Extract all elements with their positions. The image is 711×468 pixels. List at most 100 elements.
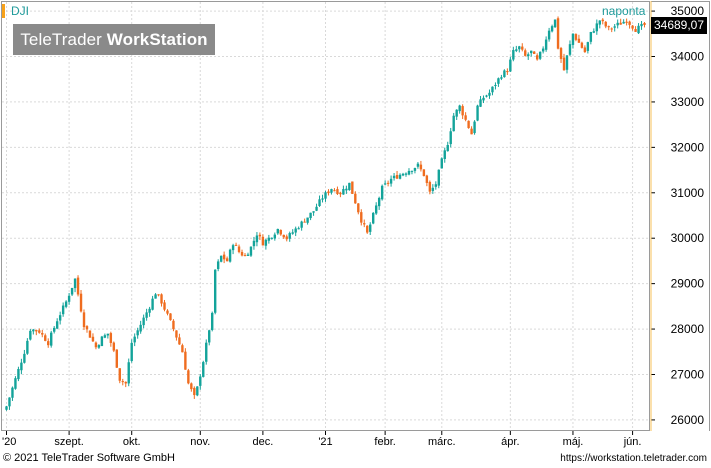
time-tick-label: jún. bbox=[623, 436, 642, 448]
candle-body bbox=[8, 397, 11, 407]
candle-body bbox=[32, 329, 35, 332]
candle-body bbox=[261, 236, 265, 246]
candle-body bbox=[211, 312, 214, 330]
brand-bold-text: WorkStation bbox=[106, 30, 208, 49]
candle-body bbox=[461, 106, 464, 116]
candle-body bbox=[395, 175, 399, 179]
candle-body bbox=[243, 255, 247, 257]
candle-body bbox=[622, 21, 625, 24]
candle-body bbox=[595, 23, 599, 32]
candle-body bbox=[76, 277, 80, 295]
candle-body bbox=[377, 197, 381, 207]
candle-body bbox=[500, 77, 503, 79]
candle-body bbox=[360, 212, 363, 223]
candle-body bbox=[455, 109, 458, 117]
candle-body bbox=[580, 42, 584, 48]
price-tick-label: 33000 bbox=[671, 95, 705, 109]
price-tick-label: 35000 bbox=[671, 4, 705, 18]
candle-body bbox=[118, 368, 121, 381]
candle-body bbox=[172, 320, 175, 330]
candle-body bbox=[303, 221, 306, 223]
candle-body bbox=[61, 305, 65, 315]
candle-body bbox=[297, 228, 300, 230]
candle-body bbox=[443, 150, 446, 159]
brand-watermark: TeleTrader WorkStation bbox=[13, 24, 215, 55]
price-tick-label: 28000 bbox=[671, 322, 705, 336]
candle-body bbox=[482, 97, 485, 101]
candle-body bbox=[26, 340, 29, 354]
candle-body bbox=[351, 181, 354, 194]
candle-body bbox=[372, 212, 375, 224]
candle-body bbox=[64, 301, 68, 307]
candle-body bbox=[82, 312, 86, 328]
time-tick-label: nov. bbox=[190, 436, 210, 448]
candle-body bbox=[547, 30, 551, 40]
candle-body bbox=[199, 376, 202, 386]
candle-body bbox=[70, 287, 74, 295]
footer: © 2021 TeleTrader Software GmbH https://… bbox=[0, 451, 711, 468]
candle-body bbox=[109, 333, 113, 343]
candle-body bbox=[103, 335, 107, 338]
footer-url[interactable]: https://workstation.teletrader.com bbox=[560, 453, 707, 464]
candle-body bbox=[544, 39, 548, 50]
candle-body bbox=[142, 317, 145, 326]
candle-body bbox=[178, 337, 181, 345]
candle-body bbox=[556, 18, 560, 49]
candle-body bbox=[97, 345, 101, 348]
candle-body bbox=[604, 21, 607, 27]
candle-body bbox=[231, 245, 235, 251]
candle-body bbox=[583, 47, 587, 53]
candle-body bbox=[476, 105, 479, 121]
candle-body bbox=[592, 31, 596, 33]
candle-body bbox=[73, 278, 77, 289]
candle-body bbox=[497, 78, 500, 84]
candle-body bbox=[643, 23, 646, 26]
candle-body bbox=[52, 327, 56, 332]
time-tick-label: '20 bbox=[2, 436, 16, 448]
candle-body bbox=[488, 92, 491, 96]
candle-body bbox=[139, 324, 142, 332]
brand-light-text: TeleTrader bbox=[20, 30, 107, 49]
candle-body bbox=[273, 234, 277, 239]
candle-body bbox=[440, 158, 443, 169]
candle-body bbox=[577, 38, 581, 43]
period-label[interactable]: naponta bbox=[602, 4, 646, 18]
time-tick-label: okt. bbox=[123, 436, 141, 448]
time-tick-labels: '20 szept. okt. nov. dec. '21 febr. márc. ápr. má… bbox=[2, 431, 641, 448]
candle-body bbox=[518, 46, 521, 50]
candle-body bbox=[213, 269, 217, 313]
candle-body bbox=[169, 313, 172, 321]
candle-body bbox=[324, 192, 327, 199]
candle-body bbox=[407, 170, 411, 175]
candle-body bbox=[121, 381, 124, 383]
candle-body bbox=[509, 59, 512, 72]
candle-body bbox=[282, 234, 285, 238]
candle-body bbox=[237, 246, 241, 253]
candle-body bbox=[115, 349, 119, 368]
candle-body bbox=[634, 28, 637, 32]
candle-body bbox=[527, 54, 530, 57]
candle-body bbox=[613, 26, 616, 28]
candle-body bbox=[246, 254, 250, 256]
candle-body bbox=[565, 55, 569, 70]
symbol-label[interactable]: DJI bbox=[2, 4, 29, 18]
candle-body bbox=[342, 189, 345, 195]
candle-body bbox=[333, 190, 336, 192]
candle-body bbox=[17, 369, 20, 380]
candle-body bbox=[431, 187, 435, 191]
candle-body bbox=[559, 48, 563, 59]
candle-body bbox=[47, 341, 50, 346]
price-tick-labels: 26000 27000 28000 29000 30000 31000 32000 33000… bbox=[651, 4, 704, 427]
price-tick-label: 27000 bbox=[671, 367, 705, 381]
candle-body bbox=[44, 335, 47, 341]
candle-body bbox=[264, 239, 268, 246]
candle-body bbox=[41, 333, 44, 335]
candle-body bbox=[521, 46, 524, 50]
candle-body bbox=[285, 236, 288, 240]
candle-body bbox=[130, 342, 133, 361]
time-tick-label: máj. bbox=[563, 436, 584, 448]
candle-body bbox=[491, 86, 494, 93]
candle-body bbox=[541, 48, 545, 52]
